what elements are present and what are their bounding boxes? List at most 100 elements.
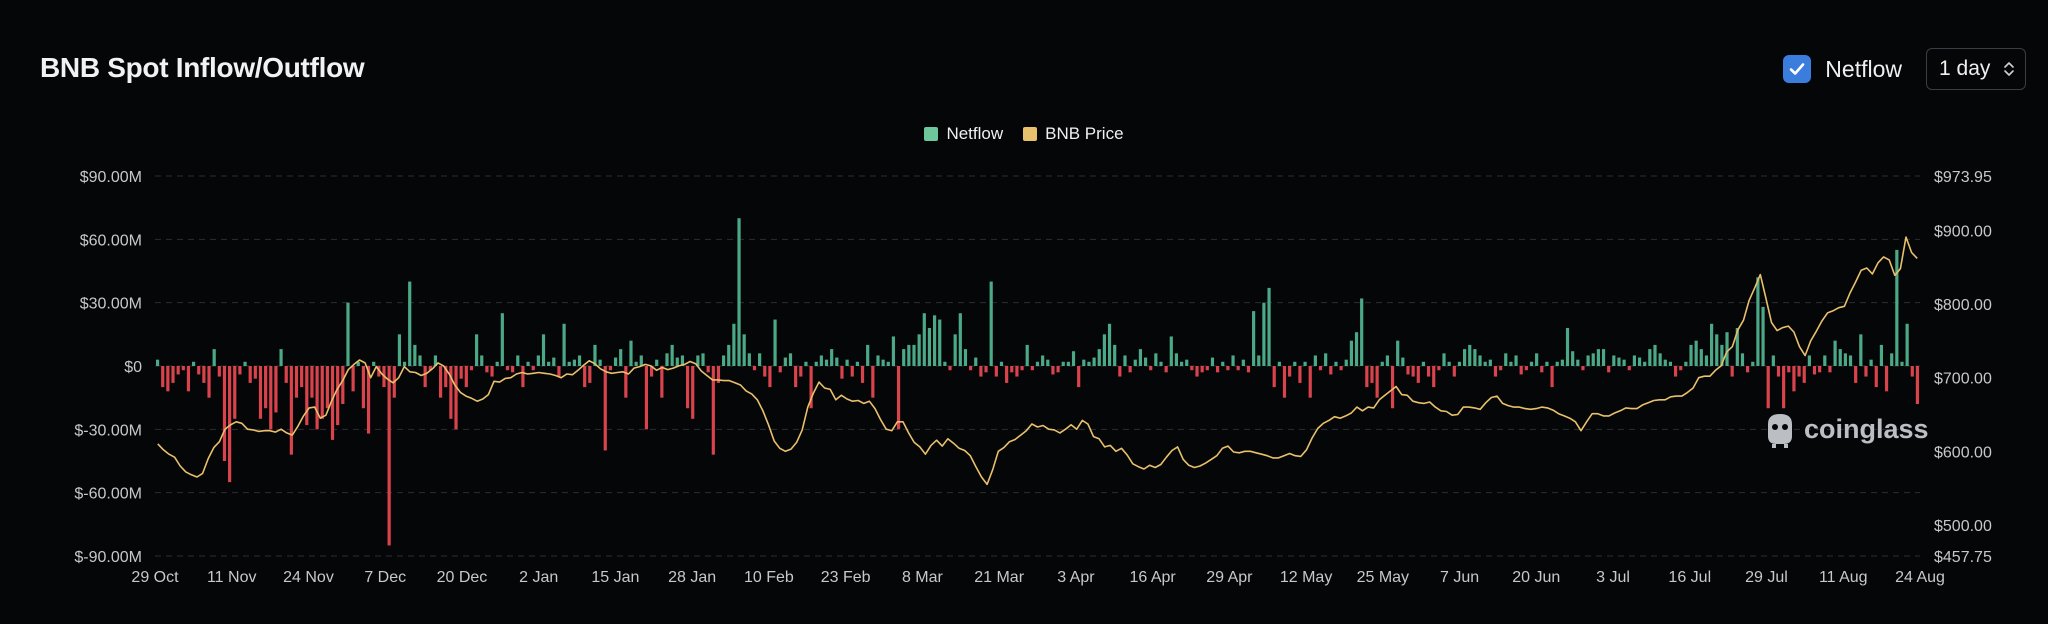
netflow-bar (1200, 366, 1204, 373)
netflow-bar (1226, 366, 1230, 371)
x-axis-tick: 11 Aug (1819, 569, 1868, 586)
netflow-bar (1751, 361, 1755, 366)
netflow-bar (253, 366, 257, 379)
netflow-bar (1169, 336, 1173, 366)
x-axis-tick: 16 Jul (1668, 569, 1711, 586)
netflow-bar (1890, 353, 1894, 366)
netflow-bar (1437, 366, 1441, 371)
x-axis-tick: 29 Jul (1745, 569, 1788, 586)
netflow-bar (943, 361, 947, 366)
netflow-bar (330, 366, 335, 440)
netflow-bar (963, 349, 968, 366)
netflow-bar (1190, 366, 1194, 371)
netflow-bar (927, 328, 932, 366)
netflow-bar (824, 359, 829, 366)
netflow-bar (685, 366, 690, 409)
y-axis-right-tick: $973.95 (1934, 169, 1992, 186)
netflow-bar (413, 344, 417, 366)
legend-swatch-bnb-price (1023, 127, 1038, 141)
chevron-up-down-icon (2004, 62, 2014, 76)
netflow-bar (655, 359, 659, 366)
netflow-bar (1591, 353, 1595, 366)
watermark-text: coinglass (1804, 413, 1929, 444)
netflow-bar (1288, 366, 1292, 377)
x-axis-tick: 28 Jan (668, 569, 716, 586)
netflow-bar (732, 323, 736, 366)
netflow-bar (212, 349, 216, 366)
netflow-bar (1159, 361, 1163, 366)
netflow-bar (294, 366, 299, 398)
netflow-bar (1272, 366, 1276, 388)
netflow-bar (1210, 357, 1215, 366)
netflow-bar (794, 366, 798, 388)
netflow-bar (932, 315, 937, 366)
netflow-bar (891, 336, 896, 366)
netflow-bar (1535, 353, 1539, 366)
netflow-bar (938, 319, 942, 366)
netflow-bar (1843, 353, 1847, 366)
legend-item-netflow[interactable]: Netflow (924, 124, 1003, 144)
netflow-bar (1149, 366, 1153, 371)
netflow-bar (675, 357, 679, 366)
netflow-bar (1807, 355, 1811, 366)
netflow-bar (1442, 353, 1446, 366)
netflow-bar (1360, 298, 1364, 366)
netflow-bar (1133, 359, 1137, 366)
netflow-bar (1627, 366, 1631, 371)
netflow-bar (624, 366, 628, 398)
netflow-bar (1061, 361, 1065, 366)
netflow-bar (505, 366, 510, 371)
netflow-bar (1020, 366, 1024, 371)
interval-select[interactable]: 1 day (1926, 48, 2026, 90)
netflow-bar (1123, 355, 1127, 366)
netflow-bar (1884, 366, 1889, 392)
x-axis-tick: 3 Apr (1057, 569, 1095, 586)
netflow-bar (809, 366, 813, 409)
y-axis-left-tick: $-90.00M (74, 549, 142, 566)
netflow-bar (1499, 366, 1503, 371)
netflow-bar (1900, 361, 1904, 366)
netflow-bar (1154, 353, 1158, 366)
netflow-bar (155, 359, 160, 366)
x-axis-tick: 2 Jan (519, 569, 558, 586)
netflow-bar (228, 366, 232, 483)
netflow-bar (902, 349, 906, 366)
netflow-bar (1463, 349, 1467, 366)
netflow-bar (1267, 287, 1271, 366)
netflow-bar (845, 359, 849, 366)
netflow-bar (1246, 366, 1251, 373)
netflow-bar (1848, 355, 1853, 366)
netflow-bar (1756, 277, 1760, 366)
netflow-bar (722, 355, 726, 366)
netflow-bar (1174, 353, 1179, 366)
y-axis-right-tick: $600.00 (1934, 444, 1992, 461)
netflow-bar (217, 366, 221, 377)
netflow-bar (1704, 355, 1709, 366)
netflow-bar (1349, 340, 1353, 366)
netflow-bar (1056, 366, 1060, 373)
x-axis-tick: 15 Jan (591, 569, 639, 586)
netflow-bar (860, 366, 865, 383)
y-axis-left-tick: $-60.00M (74, 486, 142, 503)
netflow-bar (1735, 328, 1739, 366)
netflow-bar (438, 366, 443, 398)
netflow-bar (547, 361, 551, 366)
netflow-bar (840, 366, 844, 379)
netflow-bar (979, 366, 983, 377)
netflow-bar (1643, 361, 1647, 366)
x-axis-tick: 7 Jun (1440, 569, 1479, 586)
netflow-bar (1102, 334, 1106, 366)
checkbox-checked-icon[interactable] (1783, 55, 1812, 83)
x-axis-tick: 8 Mar (902, 569, 944, 586)
netflow-bar (1581, 366, 1585, 371)
netflow-bar (1370, 366, 1374, 383)
legend-item-bnb-price[interactable]: BNB Price (1023, 124, 1124, 144)
netflow-bar (562, 323, 566, 366)
netflow-bar (1663, 359, 1667, 366)
netflow-bar (418, 355, 422, 366)
chart-controls: Netflow 1 day (1783, 48, 2026, 90)
netflow-bar (1035, 361, 1040, 366)
netflow-toggle[interactable]: Netflow (1783, 55, 1902, 83)
netflow-bar (279, 349, 283, 366)
netflow-bar (1493, 366, 1498, 377)
